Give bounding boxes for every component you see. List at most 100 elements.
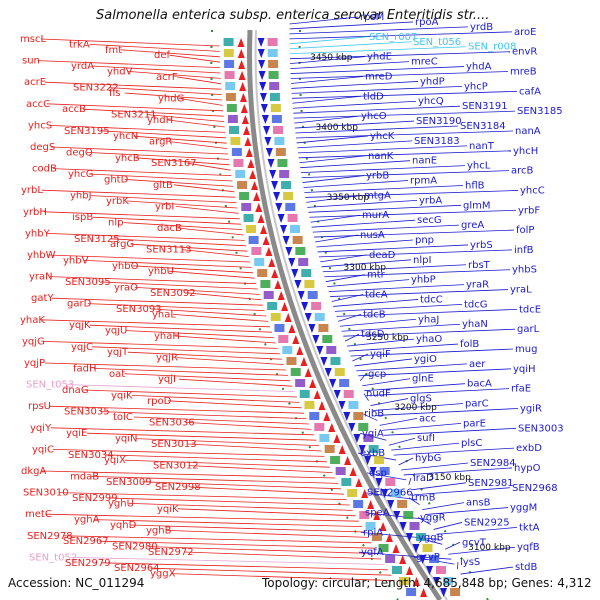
- reverse-gene-arrow: [329, 379, 337, 388]
- feature-block: [283, 192, 294, 200]
- feature-block: [374, 456, 385, 464]
- reverse-gene-arrow: [277, 214, 285, 223]
- kbp-tick-label: 3300 kbp: [344, 263, 387, 273]
- left-gene-label: SEN3013: [151, 439, 197, 450]
- right-connector-line: [290, 76, 364, 84]
- right-gene-label: folP: [516, 225, 534, 236]
- right-connector-line: [364, 492, 417, 501]
- left-connector-line: [101, 281, 258, 290]
- feature-group: [290, 368, 345, 377]
- forward-gene-arrow: [239, 82, 247, 91]
- feature-block: [248, 236, 259, 244]
- right-connector-line: [312, 224, 460, 233]
- left-gene-label: fmt: [105, 45, 122, 56]
- reverse-gene-arrow: [288, 258, 296, 267]
- left-gene-label: SEN3035: [64, 407, 110, 418]
- right-gene-label: yqfA: [361, 547, 384, 558]
- right-connector-line: [316, 239, 414, 248]
- right-connector-line: [403, 467, 513, 476]
- left-gene-label: tolC: [113, 412, 133, 423]
- feature-block: [429, 555, 440, 563]
- right-gene-label: tdcA: [365, 290, 388, 301]
- left-gene-label: SEN3010: [23, 488, 69, 499]
- right-gene-label: SEN3003: [518, 423, 564, 434]
- right-connector-line: [348, 343, 459, 352]
- left-connector-line: [40, 38, 220, 47]
- right-connector-line: [308, 204, 462, 213]
- right-gene-label: rpsM: [360, 12, 384, 23]
- left-gene-label: gltB: [153, 180, 173, 191]
- right-connector-line: [303, 180, 409, 188]
- left-gene-label: rpsU: [28, 401, 51, 412]
- right-connector-line: [296, 135, 369, 144]
- feature-block: [287, 214, 298, 222]
- reverse-gene-arrow: [316, 346, 324, 355]
- feature-block: [274, 137, 285, 145]
- left-connector-line: [169, 54, 221, 63]
- right-gene-label: SEN2966: [367, 488, 413, 499]
- forward-gene-arrow: [265, 247, 273, 256]
- feature-track: [223, 38, 461, 597]
- right-gene-label: deaD: [369, 250, 396, 261]
- feature-block: [385, 478, 396, 486]
- left-gene-label: yhbW: [27, 250, 56, 261]
- feature-group: [230, 137, 285, 146]
- feature-block: [231, 148, 242, 156]
- right-connector-line: [318, 249, 513, 258]
- left-connector-line: [52, 449, 325, 457]
- feature-group: [335, 467, 390, 476]
- left-connector-line: [70, 557, 385, 565]
- right-gene-label: SEN3184: [460, 121, 506, 132]
- feature-block: [254, 258, 265, 266]
- left-gene-label: rpoD: [147, 396, 172, 407]
- right-connector-line: [339, 318, 417, 327]
- feature-block: [269, 82, 280, 90]
- feature-block: [363, 434, 374, 442]
- forward-gene-arrow: [323, 412, 331, 421]
- right-connector-line: [460, 566, 514, 575]
- feature-block: [409, 522, 420, 530]
- right-connector-line: [310, 214, 361, 223]
- feature-group: [231, 148, 286, 157]
- feature-group: [224, 71, 279, 80]
- left-connector-line: [93, 368, 289, 376]
- right-gene-label: tdcC: [420, 294, 443, 305]
- right-gene-label: rbsT: [468, 260, 491, 271]
- feature-block: [268, 71, 279, 79]
- feature-block: [358, 423, 369, 431]
- feature-block: [270, 313, 281, 321]
- left-gene-label: dacB: [157, 223, 182, 234]
- left-gene-label: degQ: [66, 147, 93, 158]
- feature-block: [263, 291, 274, 299]
- left-connector-line: [46, 103, 224, 112]
- reverse-gene-arrow: [291, 269, 299, 278]
- right-gene-label: nanT: [469, 141, 495, 152]
- right-connector-line: [292, 90, 518, 99]
- feature-block: [368, 445, 379, 453]
- reverse-gene-arrow: [271, 181, 279, 190]
- reverse-gene-arrow: [259, 82, 267, 91]
- right-connector-line: [393, 447, 515, 456]
- right-connector-line: [295, 130, 514, 139]
- feature-block: [295, 379, 306, 387]
- left-connector-line: [124, 459, 330, 468]
- feature-block: [309, 412, 320, 420]
- left-connector-line: [169, 141, 228, 149]
- right-connector-line: [289, 51, 511, 60]
- right-gene-label: folB: [460, 339, 479, 350]
- feature-group: [233, 159, 288, 168]
- forward-gene-arrow: [260, 225, 268, 234]
- left-connector-line: [41, 189, 236, 198]
- left-gene-label: def: [154, 50, 171, 61]
- reverse-gene-arrow: [280, 225, 288, 234]
- right-gene-label: yhaJ: [418, 314, 439, 325]
- kbp-tick-label: 3100 kbp: [468, 543, 511, 553]
- left-gene-label: SEN3034: [68, 450, 114, 461]
- feature-block: [239, 192, 250, 200]
- feature-block: [282, 346, 293, 354]
- reverse-gene-arrow: [387, 500, 395, 509]
- feature-block: [277, 159, 288, 167]
- right-connector-line: [422, 502, 465, 511]
- feature-group: [278, 335, 333, 344]
- right-connector-line: [289, 41, 412, 50]
